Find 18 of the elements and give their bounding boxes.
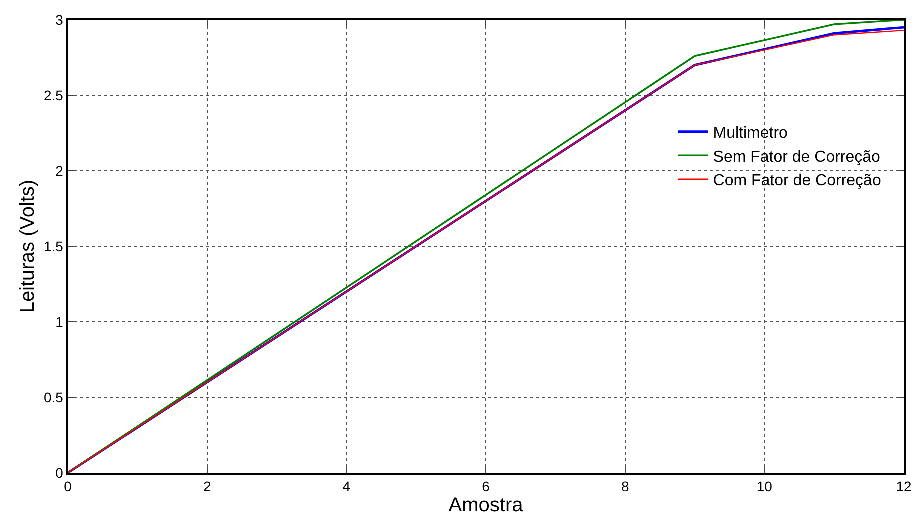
y-tick-label: 0 — [56, 464, 64, 481]
x-tick-label: 4 — [342, 478, 351, 495]
x-tick-label: 10 — [756, 478, 773, 495]
x-tick-label: 6 — [482, 478, 490, 495]
y-tick-label: 1.5 — [44, 238, 64, 254]
legend-label: Com Fator de Correção — [713, 172, 882, 190]
x-tick-label: 8 — [621, 478, 630, 495]
y-tick-label: 1 — [56, 314, 64, 330]
y-tick-label: 2.5 — [44, 87, 64, 104]
x-axis-title: Amostra — [448, 494, 524, 517]
y-tick-label: 3 — [56, 12, 64, 28]
y-tick-label: 2 — [56, 162, 64, 179]
legend-label: Multimetro — [713, 125, 788, 142]
y-axis-title: Leituras (Volts) — [16, 180, 39, 314]
x-tick-label: 2 — [203, 478, 212, 495]
x-tick-label: 12 — [896, 478, 912, 495]
y-tick-label: 0.5 — [44, 389, 64, 406]
legend-label: Sem Fator de Correção — [713, 148, 881, 166]
